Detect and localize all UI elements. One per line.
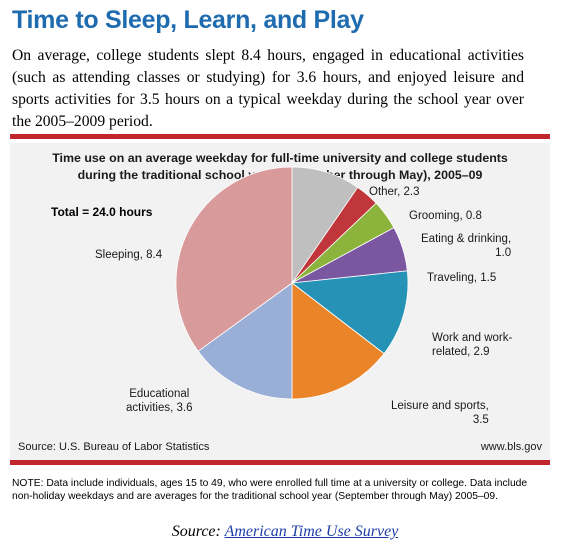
top-rule bbox=[10, 134, 550, 139]
slice-label-work-and-work-related: Work and work-related, 2.9 bbox=[432, 331, 512, 359]
slice-label-eating-drinking: Eating & drinking, 1.0 bbox=[421, 232, 511, 260]
note-line-1: NOTE: Data include individuals, ages 15 … bbox=[12, 478, 492, 489]
slice-label-grooming: Grooming, 0.8 bbox=[409, 209, 482, 223]
slice-label-line: Grooming, 0.8 bbox=[409, 209, 482, 223]
slice-label-educational-activities: Educational activities, 3.6 bbox=[126, 387, 192, 415]
page-headline: Time to Sleep, Learn, and Play bbox=[12, 6, 364, 35]
slice-label-leisure-and-sports: Leisure and sports, 3.5 bbox=[391, 399, 489, 427]
note-line-3: 2005–09. bbox=[455, 491, 498, 502]
slice-label-line: Work and work- bbox=[432, 331, 512, 345]
bottom-rule bbox=[10, 460, 550, 465]
slice-label-line: 3.5 bbox=[391, 413, 489, 427]
slice-label-line: 1.0 bbox=[421, 246, 511, 260]
intro-paragraph: On average, college students slept 8.4 h… bbox=[12, 45, 524, 133]
chart-panel: Time use on an average weekday for full-… bbox=[10, 143, 550, 460]
slice-label-line: Leisure and sports, bbox=[391, 399, 489, 413]
chart-source-url: www.bls.gov bbox=[481, 441, 542, 453]
source-link[interactable]: American Time Use Survey bbox=[225, 523, 399, 540]
slice-label-line: Traveling, 1.5 bbox=[427, 271, 496, 285]
slice-label-other: Other, 2.3 bbox=[369, 185, 420, 199]
slice-label-line: related, 2.9 bbox=[432, 345, 512, 359]
intro-line-1: On average, college students slept 8.4 h… bbox=[12, 47, 461, 64]
note-paragraph: NOTE: Data include individuals, ages 15 … bbox=[12, 477, 538, 503]
source-prefix: Source: bbox=[172, 523, 225, 540]
slice-label-line: Eating & drinking, bbox=[421, 232, 511, 246]
slice-label-line: activities, 3.6 bbox=[126, 401, 192, 415]
slice-label-line: Educational bbox=[126, 387, 192, 401]
slice-label-traveling: Traveling, 1.5 bbox=[427, 271, 496, 285]
slice-label-line: Other, 2.3 bbox=[369, 185, 420, 199]
slice-label-line: Sleeping, 8.4 bbox=[95, 248, 162, 262]
chart-source: Source: U.S. Bureau of Labor Statistics bbox=[18, 441, 209, 453]
source-line: Source: American Time Use Survey bbox=[0, 523, 570, 541]
slice-label-sleeping: Sleeping, 8.4 bbox=[95, 248, 162, 262]
